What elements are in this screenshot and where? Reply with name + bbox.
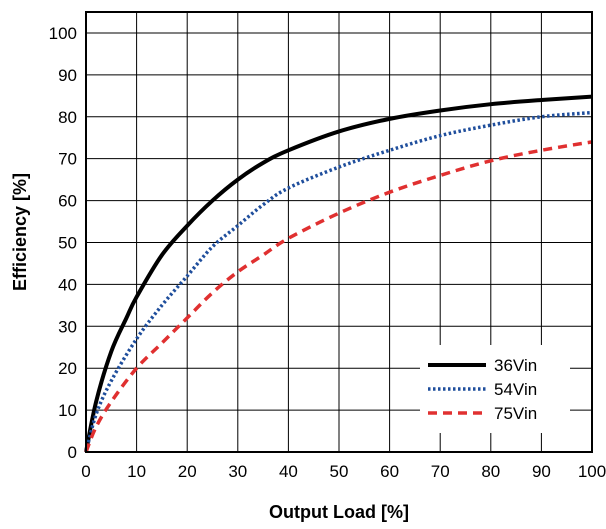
y-tick-label: 0 [68,443,77,462]
y-axis-label: Efficiency [%] [10,173,30,291]
x-tick-label: 80 [481,462,500,481]
x-tick-label: 100 [578,462,606,481]
tick-labels: 0 10 20 30 40 50 60 70 80 90 100 0 10 20 30 40 50 60 70 80 9… [49,24,606,481]
y-tick-label: 40 [58,275,77,294]
y-tick-label: 60 [58,192,77,211]
x-tick-label: 40 [279,462,298,481]
legend-label-75vin: 75Vin [494,404,537,423]
x-tick-label: 50 [330,462,349,481]
y-tick-label: 70 [58,150,77,169]
series-lines [84,94,593,453]
legend-label-36vin: 36Vin [494,356,537,375]
y-tick-label: 30 [58,317,77,336]
y-tick-label: 20 [58,359,77,378]
legend-label-54vin: 54Vin [494,380,537,399]
series-line-75vin [84,140,593,453]
plot-frame [85,11,593,453]
x-tick-label: 60 [380,462,399,481]
x-tick-label: 90 [532,462,551,481]
series-line-54vin [84,110,593,453]
x-tick-label: 0 [81,462,90,481]
series-line-36vin [84,94,593,453]
x-tick-label: 20 [178,462,197,481]
legend: 36Vin 54Vin 75Vin [428,356,537,423]
y-tick-label: 50 [58,233,77,252]
grid-lines [86,12,592,452]
x-tick-label: 10 [127,462,146,481]
x-tick-label: 30 [228,462,247,481]
x-axis-label: Output Load [%] [269,502,409,522]
y-tick-label: 80 [58,108,77,127]
y-tick-label: 100 [49,24,77,43]
y-tick-label: 10 [58,401,77,420]
y-tick-label: 90 [58,66,77,85]
x-tick-label: 70 [431,462,450,481]
